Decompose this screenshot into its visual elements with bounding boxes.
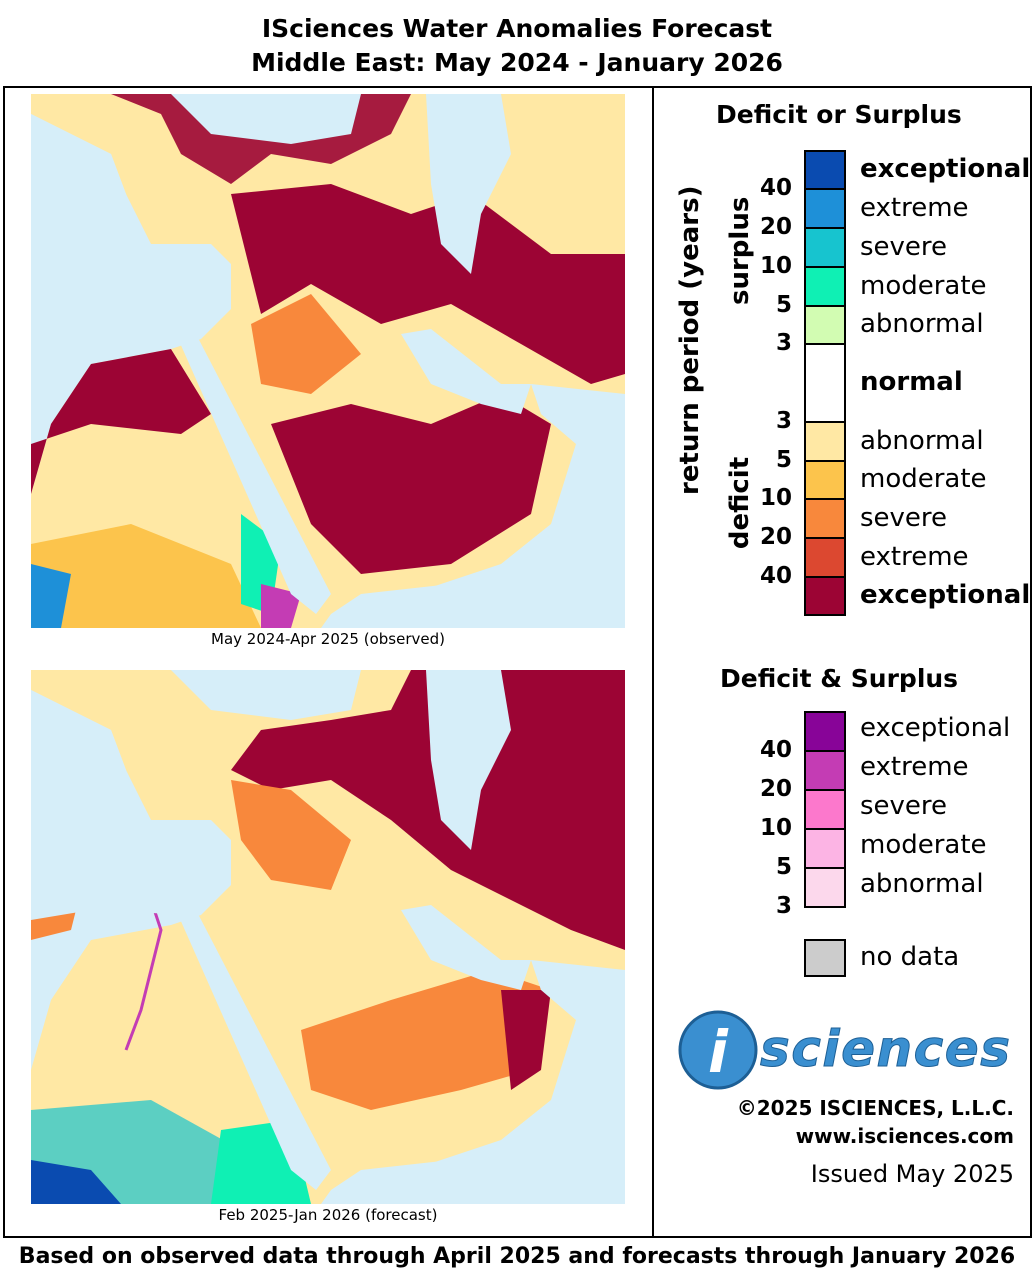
legend-label-4: abnormal xyxy=(860,309,984,339)
both-tick: 10 xyxy=(759,815,792,841)
mediterranean-sea xyxy=(31,820,216,920)
isciences-logo: i sciences xyxy=(676,1008,1016,1096)
surplus-nile xyxy=(31,564,71,628)
deficit-tick: 5 xyxy=(775,447,792,473)
deficit-sudan xyxy=(31,524,261,628)
deficit-tick: 40 xyxy=(759,563,792,589)
legend-swatch-3 xyxy=(804,266,846,307)
deficit-iran-turkey xyxy=(231,670,625,950)
caption-forecast: Feb 2025-Jan 2026 (forecast) xyxy=(218,1206,438,1224)
axis-label: return period (years) xyxy=(675,185,705,495)
caspian-sea xyxy=(426,670,511,850)
arabian-sea xyxy=(351,384,625,628)
deficit-arabia xyxy=(271,394,551,574)
both-label-1: extreme xyxy=(860,751,969,782)
copyright: ©2025 ISCIENCES, L.L.C. xyxy=(736,1096,1014,1120)
both-tick: 40 xyxy=(759,737,792,763)
red-sea xyxy=(176,910,331,1190)
persian-gulf xyxy=(401,329,531,414)
logo-mark: i sciences xyxy=(678,1010,1011,1090)
legend-swatch-4 xyxy=(804,305,846,345)
legend-label-1: extreme xyxy=(860,192,969,223)
deficit-jordan xyxy=(251,294,361,394)
legend-swatch-2 xyxy=(804,227,846,268)
legend-label-2: severe xyxy=(860,231,948,262)
no-data-swatch xyxy=(804,939,846,977)
svg-text:i: i xyxy=(708,1018,729,1086)
legend-swatch-9 xyxy=(804,537,846,578)
deficit-tick: 10 xyxy=(759,485,792,511)
both-label-2: severe xyxy=(860,790,948,821)
both-swatch-0 xyxy=(804,711,846,752)
deficit-label: deficit xyxy=(725,456,755,550)
figure-frame xyxy=(3,86,1032,1238)
deficit-iran-iraq xyxy=(231,184,625,384)
aegean-sea xyxy=(31,690,141,820)
black-sea xyxy=(171,670,361,720)
black-sea xyxy=(171,94,361,144)
legend-label-7: moderate xyxy=(860,464,987,494)
deficit-tick: 3 xyxy=(775,408,792,434)
legend-label-9: extreme xyxy=(860,541,969,572)
legend-label-6: abnormal xyxy=(860,425,984,456)
website-link[interactable]: www.isciences.com xyxy=(795,1124,1014,1148)
map-forecast xyxy=(31,670,625,1204)
legend-swatch-6 xyxy=(804,421,846,462)
persian-gulf xyxy=(401,905,531,990)
deficit-oman xyxy=(501,990,551,1090)
legend-label-10: exceptional xyxy=(860,580,1031,610)
legend-label-5: normal xyxy=(860,367,963,397)
surplus-tick: 3 xyxy=(775,330,792,356)
title-line-2: Middle East: May 2024 - January 2026 xyxy=(251,48,783,77)
both-tick: 3 xyxy=(775,893,792,919)
surplus-tick: 5 xyxy=(775,292,792,318)
deficit-tick: 20 xyxy=(759,524,792,550)
legend-title: Deficit or Surplus xyxy=(716,100,962,129)
surplus-tick: 40 xyxy=(759,175,792,201)
both-label-3: moderate xyxy=(860,829,987,860)
both-ethiopia xyxy=(261,584,301,628)
caption-observed: May 2024-Apr 2025 (observed) xyxy=(211,630,445,648)
surplus-tick: 10 xyxy=(759,253,792,279)
aegean-sea xyxy=(31,114,141,244)
legend-swatch-7 xyxy=(804,460,846,500)
deficit-egypt xyxy=(31,349,211,494)
deficit-syria-iraq xyxy=(231,780,351,890)
legend-swatch-1 xyxy=(804,188,846,229)
issued-date: Issued May 2025 xyxy=(810,1160,1014,1188)
both-label-0: exceptional xyxy=(860,712,1011,743)
legend-label-8: severe xyxy=(860,502,948,533)
both-tick: 20 xyxy=(759,776,792,802)
both-swatch-4 xyxy=(804,867,846,908)
svg-text:sciences: sciences xyxy=(760,1020,1010,1078)
surplus-tick: 20 xyxy=(759,214,792,240)
legend-swatch-10 xyxy=(804,576,846,616)
mediterranean-sea xyxy=(31,244,216,344)
legend-label-3: moderate xyxy=(860,270,987,301)
no-data-label: no data xyxy=(860,942,960,972)
map-observed xyxy=(31,94,625,628)
footer-note: Based on observed data through April 202… xyxy=(18,1244,1016,1269)
legend-swatch-5 xyxy=(804,343,846,423)
red-sea xyxy=(176,334,331,614)
legend-label-0: exceptional xyxy=(860,154,1031,184)
surplus-exceptional xyxy=(31,1160,121,1204)
title-line-1: ISciences Water Anomalies Forecast xyxy=(261,14,773,43)
both-swatch-2 xyxy=(804,789,846,830)
both-swatch-3 xyxy=(804,828,846,869)
arabian-sea xyxy=(351,960,625,1204)
surplus-label: surplus xyxy=(725,196,755,305)
both-label-4: abnormal xyxy=(860,868,984,899)
both-swatch-1 xyxy=(804,750,846,791)
deficit-arabia xyxy=(301,970,551,1110)
legend-swatch-8 xyxy=(804,498,846,539)
legend-swatch-0 xyxy=(804,150,846,190)
legend-both-title: Deficit & Surplus xyxy=(720,664,959,693)
caspian-sea xyxy=(426,94,511,274)
divider xyxy=(652,86,654,1236)
both-tick: 5 xyxy=(775,854,792,880)
